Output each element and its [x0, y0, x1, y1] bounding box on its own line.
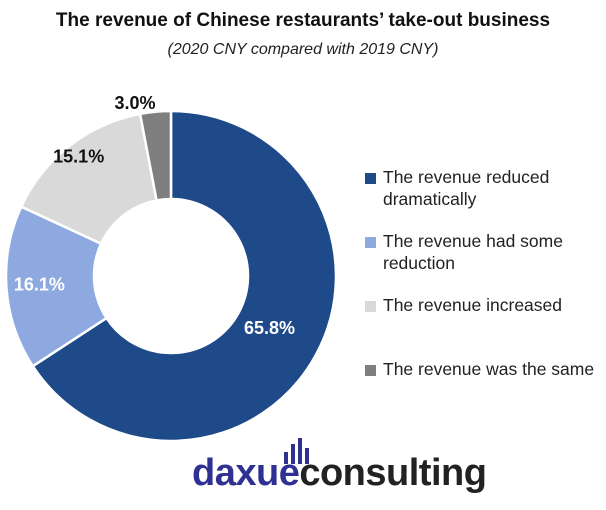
legend-swatch	[365, 301, 376, 312]
donut-slice-some-reduction	[4, 205, 109, 368]
donut-slice-same	[138, 109, 173, 202]
data-label-some-reduction: 16.1%	[14, 274, 65, 294]
data-label-reduced-dramatically: 65.8%	[244, 318, 295, 338]
donut-slice-reduced-dramatically	[31, 109, 338, 443]
legend-swatch	[365, 173, 376, 184]
legend-swatch	[365, 365, 376, 376]
legend-label: The revenue was the same	[383, 359, 595, 379]
data-label-same: 3.0%	[114, 93, 155, 113]
legend-label: The revenue increased	[383, 295, 562, 315]
chart-title: The revenue of Chinese restaurants’ take…	[55, 10, 551, 31]
logo-text: daxueconsulting	[192, 452, 487, 494]
legend-swatch	[365, 237, 376, 248]
donut-slice-increased	[19, 112, 159, 246]
legend-label: The revenue had some reduction	[383, 231, 563, 273]
daxue-consulting-logo: daxueconsulting	[192, 438, 487, 498]
legend-label: The revenue reduced dramatically	[383, 167, 550, 209]
chart-subtitle: (2020 CNY compared with 2019 CNY)	[167, 41, 439, 58]
data-label-increased: 15.1%	[53, 147, 104, 167]
logo-bars-icon	[284, 438, 314, 464]
